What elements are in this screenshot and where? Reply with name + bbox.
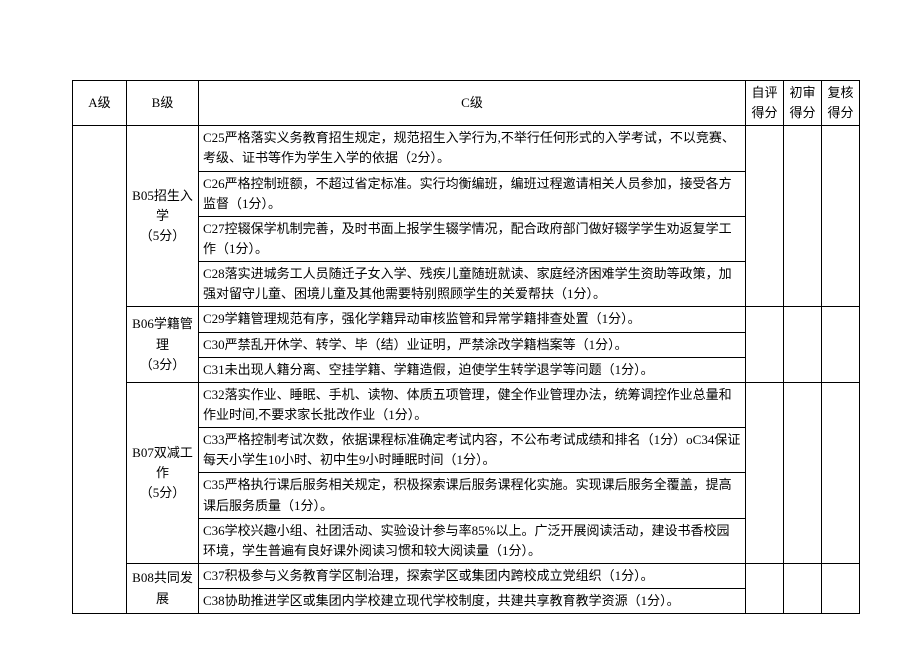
c-item: C37积极参与义务教育学区制治理，探索学区或集团内跨校成立党组织（1分）。 (199, 563, 746, 588)
c-item: C32落实作业、睡眠、手机、读物、体质五项管理，健全作业管理办法，统筹调控作业总… (199, 382, 746, 427)
header-review-score: 复核得分 (822, 81, 860, 126)
a-level-cell (73, 126, 127, 614)
b-level-cell: B07双减工作 （5分） (127, 382, 199, 563)
header-row: A级 B级 C级 自评得分 初审得分 复核得分 (73, 81, 860, 126)
first-score-cell (784, 382, 822, 563)
b-title: B05招生入学 (130, 186, 195, 226)
header-self-score: 自评得分 (746, 81, 784, 126)
b-level-cell: B06学籍管理 （3分） (127, 307, 199, 382)
c-item: C29学籍管理规范有序，强化学籍异动审核监管和异常学籍排查处置（1分）。 (199, 307, 746, 332)
first-score-cell (784, 307, 822, 382)
c-item: C25严格落实义务教育招生规定，规范招生入学行为,不举行任何形式的入学考试，不以… (199, 126, 746, 171)
self-score-cell (746, 307, 784, 382)
table-row: B07双减工作 （5分） C32落实作业、睡眠、手机、读物、体质五项管理，健全作… (73, 382, 860, 427)
b-points: （3分） (130, 355, 195, 375)
review-score-cell (822, 382, 860, 563)
b-points: （5分） (130, 226, 195, 246)
self-score-cell (746, 126, 784, 307)
evaluation-table: A级 B级 C级 自评得分 初审得分 复核得分 B05招生入学 （5分） C25… (72, 80, 860, 614)
review-score-cell (822, 126, 860, 307)
self-score-cell (746, 563, 784, 613)
b-title: B08共同发展 (130, 568, 195, 608)
header-first-score: 初审得分 (784, 81, 822, 126)
c-item: C30严禁乱开休学、转学、毕（结）业证明，严禁涂改学籍档案等（1分）。 (199, 332, 746, 357)
first-score-cell (784, 563, 822, 613)
c-item: C38协助推进学区或集团内学校建立现代学校制度，共建共享教育教学资源（1分）。 (199, 589, 746, 614)
table-row: B08共同发展 C37积极参与义务教育学区制治理，探索学区或集团内跨校成立党组织… (73, 563, 860, 588)
c-item: C36学校兴趣小组、社团活动、实验设计参与率85%以上。广泛开展阅读活动，建设书… (199, 518, 746, 563)
header-b: B级 (127, 81, 199, 126)
table-row: B06学籍管理 （3分） C29学籍管理规范有序，强化学籍异动审核监管和异常学籍… (73, 307, 860, 332)
self-score-cell (746, 382, 784, 563)
review-score-cell (822, 307, 860, 382)
c-item: C33严格控制考试次数，依据课程标准确定考试内容，不公布考试成绩和排名（1分）o… (199, 428, 746, 473)
review-score-cell (822, 563, 860, 613)
b-level-cell: B08共同发展 (127, 563, 199, 613)
b-level-cell: B05招生入学 （5分） (127, 126, 199, 307)
header-c: C级 (199, 81, 746, 126)
header-a: A级 (73, 81, 127, 126)
table-row: B05招生入学 （5分） C25严格落实义务教育招生规定，规范招生入学行为,不举… (73, 126, 860, 171)
b-points: （5分） (130, 483, 195, 503)
c-item: C35严格执行课后服务相关规定，积极探索课后服务课程化实施。实现课后服务全覆盖，… (199, 473, 746, 518)
b-title: B06学籍管理 (130, 314, 195, 354)
first-score-cell (784, 126, 822, 307)
b-title: B07双减工作 (130, 443, 195, 483)
c-item: C27控辍保学机制完善，及时书面上报学生辍学情况，配合政府部门做好辍学学生劝返复… (199, 216, 746, 261)
c-item: C26严格控制班额，不超过省定标准。实行均衡编班，编班过程邀请相关人员参加，接受… (199, 171, 746, 216)
c-item: C31未出现人籍分离、空挂学籍、学籍造假，迫使学生转学退学等问题（1分）。 (199, 357, 746, 382)
c-item: C28落实进城务工人员随迁子女入学、残疾儿童随班就读、家庭经济困难学生资助等政策… (199, 262, 746, 307)
